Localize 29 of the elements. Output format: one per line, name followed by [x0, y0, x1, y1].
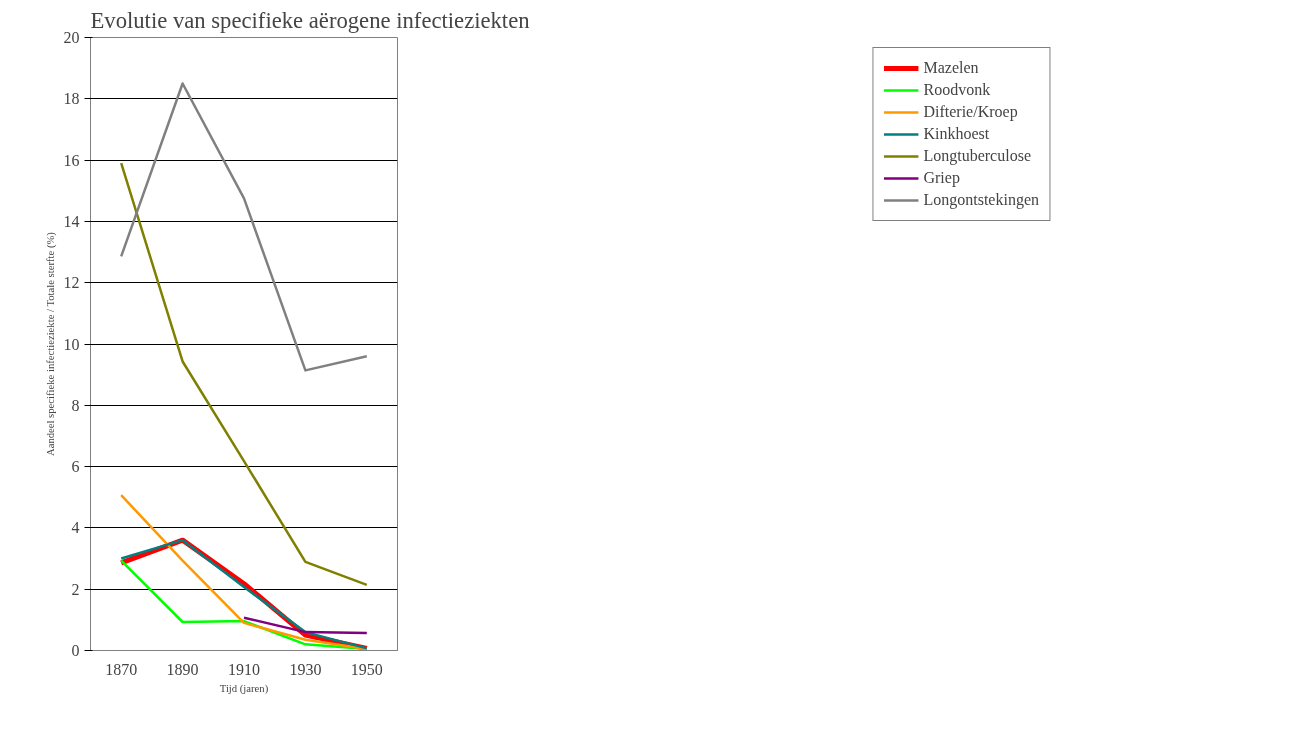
legend-label: Griep: [923, 169, 960, 187]
x-tick-label: 1910: [228, 660, 260, 678]
y-tick-label: 20: [63, 29, 80, 46]
line-series: [119, 82, 369, 372]
line-series: [119, 493, 369, 651]
chart-title: Evolutie van specifieke aërogene infectieziekten: [90, 7, 530, 33]
x-tick-label: 1930: [289, 660, 322, 678]
x-axis-title: Tijd (jaren): [219, 682, 269, 695]
y-axis-title: Aandeel specifieke infectieziekte / Totale sterfte (%): [44, 231, 57, 457]
legend-label: Mazelen: [923, 59, 979, 77]
x-tick-label: 1890: [166, 660, 199, 678]
legend-label: Kinkhoest: [923, 125, 990, 143]
y-tick-label: 12: [63, 274, 80, 292]
legend-label: Longtuberculose: [923, 147, 1031, 165]
y-tick-label: 14: [63, 212, 80, 230]
line-series: [119, 161, 369, 587]
x-tick-label: 1870: [105, 660, 138, 678]
y-tick-label: 18: [63, 90, 80, 108]
y-tick-label: 4: [71, 519, 80, 537]
legend-label: Longontstekingen: [923, 191, 1039, 209]
y-tick-label: 6: [71, 458, 80, 476]
y-tick-label: 2: [71, 580, 80, 598]
y-tick-label: 10: [63, 335, 80, 353]
x-tick-label: 1950: [350, 660, 383, 678]
legend-label: Roodvonk: [923, 81, 991, 99]
legend-label: Difterie/Kroep: [923, 103, 1018, 121]
y-tick-label: 8: [71, 396, 80, 414]
y-tick-label: 16: [63, 151, 80, 169]
y-tick-label: 0: [71, 642, 80, 659]
